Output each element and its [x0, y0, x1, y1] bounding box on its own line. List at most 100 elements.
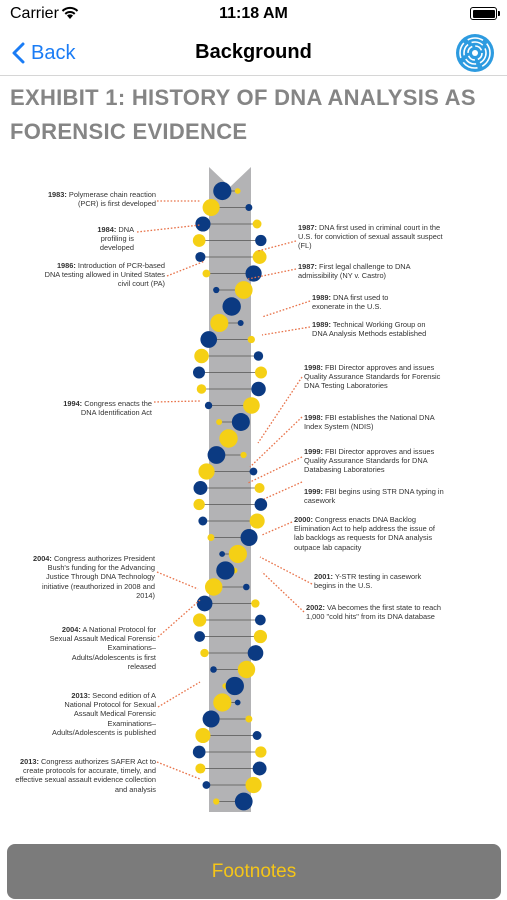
back-button[interactable]: Back — [12, 40, 75, 66]
helix-node — [219, 551, 226, 557]
helix-node — [249, 513, 265, 529]
helix-node — [219, 429, 238, 448]
helix-node — [210, 313, 229, 333]
helix-node — [202, 269, 211, 278]
helix-node — [198, 463, 215, 480]
helix-node — [251, 599, 260, 608]
helix-node — [192, 366, 206, 379]
helix-node — [234, 188, 241, 194]
helix-node — [192, 234, 206, 247]
helix-node — [234, 699, 241, 706]
helix-node — [194, 631, 205, 642]
timeline-entry-left: 1986: Introduction of PCR-based DNA test… — [44, 261, 165, 289]
helix-node — [254, 498, 268, 511]
helix-node — [195, 763, 206, 774]
helix-node — [213, 286, 220, 294]
leader-line — [166, 260, 206, 277]
timeline-entry-left: 1984: DNA profiling is developed — [97, 225, 134, 253]
helix-node — [237, 320, 244, 326]
timeline-entry-left: 1983: Polymerase chain reaction (PCR) is… — [47, 190, 156, 209]
leader-line — [263, 481, 303, 500]
leader-line — [261, 571, 305, 613]
helix-node — [204, 401, 213, 410]
timeline-entry-right: 2001: Y-STR testing in casework begins i… — [314, 572, 422, 591]
helix-node — [231, 413, 250, 431]
helix-node — [252, 250, 267, 264]
helix-node — [225, 676, 244, 696]
timeline-entry-left: 2013: Congress authorizes SAFER Act to c… — [15, 757, 156, 794]
helix-node — [237, 660, 256, 679]
leader-line — [261, 326, 311, 336]
helix-node — [243, 397, 260, 414]
timeline-entry-right: 1989: Technical Working Group on DNA Ana… — [312, 320, 427, 339]
helix-node — [204, 578, 223, 596]
leader-line — [257, 376, 303, 444]
helix-node — [200, 331, 218, 348]
helix-node — [207, 446, 226, 464]
helix-node — [252, 761, 267, 776]
helix-node — [194, 348, 209, 364]
helix-node — [198, 516, 208, 526]
helix-node — [195, 216, 211, 232]
leader-line — [249, 416, 303, 468]
timeline-entry-right: 1989: DNA first used to exonerate in the… — [312, 293, 389, 312]
helix-node — [245, 715, 253, 723]
timeline-entry-left: 2013: Second edition of A National Proto… — [52, 691, 156, 737]
helix-node — [254, 614, 266, 626]
leader-line — [247, 268, 297, 280]
wifi-icon — [60, 5, 80, 25]
helix-node — [210, 666, 217, 673]
helix-node — [207, 534, 215, 541]
helix-node — [253, 351, 264, 361]
carrier-label: Carrier — [10, 5, 59, 22]
helix-node — [202, 198, 220, 217]
helix-node — [255, 746, 267, 758]
timeline-entry-right: 2002: VA becomes the first state to reac… — [306, 603, 442, 622]
leader-line — [261, 300, 311, 318]
timeline-entry-right: 2000: Congress enacts DNA Backlog Elimin… — [294, 515, 435, 552]
helix-node — [228, 544, 247, 564]
navigation-bar: Back Background — [0, 30, 507, 76]
timeline-entry-left: 2004: A National Protocol for Sexual Ass… — [49, 625, 156, 671]
timeline-entry-right: 1998: FBI establishes the National DNA I… — [304, 413, 435, 432]
footnotes-button[interactable]: Footnotes — [7, 844, 501, 899]
leader-line — [153, 400, 201, 403]
helix-node — [247, 335, 255, 344]
helix-node — [255, 366, 267, 379]
helix-node — [213, 798, 220, 805]
helix-node — [196, 384, 207, 394]
timeline-entry-right: 1999: FBI begins using STR DNA typing in… — [304, 487, 444, 506]
content-scroll-area[interactable]: EXHIBIT 1: HISTORY OF DNA ANALYSIS AS FO… — [0, 77, 507, 812]
helix-node — [202, 710, 220, 728]
leader-line — [259, 556, 313, 585]
status-bar: Carrier 11:18 AM — [0, 0, 507, 30]
app-logo-icon[interactable] — [455, 33, 495, 73]
helix-node — [193, 498, 205, 511]
leader-line — [157, 681, 201, 708]
timeline-entry-right: 1987: First legal challenge to DNA admis… — [298, 262, 411, 281]
leader-line — [156, 761, 201, 780]
back-label: Back — [31, 41, 76, 64]
timeline-entry-right: 1999: FBI Director approves and issues Q… — [304, 447, 435, 475]
helix-node — [213, 693, 232, 712]
page-title: Background — [195, 41, 312, 63]
timeline-entry-right: 1987: DNA first used in criminal court i… — [298, 223, 443, 251]
helix-node — [216, 418, 223, 426]
helix-node — [192, 745, 206, 759]
helix-node — [243, 583, 250, 591]
leader-line — [157, 599, 201, 638]
dna-helix-timeline-graphic — [136, 167, 313, 812]
timeline-entry-left: 1994: Congress enacts the DNA Identifica… — [63, 399, 152, 418]
helix-node — [245, 776, 262, 794]
footer: Footnotes — [0, 812, 507, 900]
helix-node — [234, 792, 253, 811]
helix-node — [196, 595, 213, 612]
leader-line — [136, 224, 201, 233]
leader-line — [156, 571, 199, 590]
helix-node — [249, 467, 258, 476]
helix-node — [252, 731, 262, 740]
timeline-entry-right: 1998: FBI Director approves and issues Q… — [304, 363, 441, 391]
leader-line — [261, 521, 293, 536]
helix-node — [245, 204, 253, 211]
exhibit-title: EXHIBIT 1: HISTORY OF DNA ANALYSIS AS FO… — [10, 85, 476, 144]
